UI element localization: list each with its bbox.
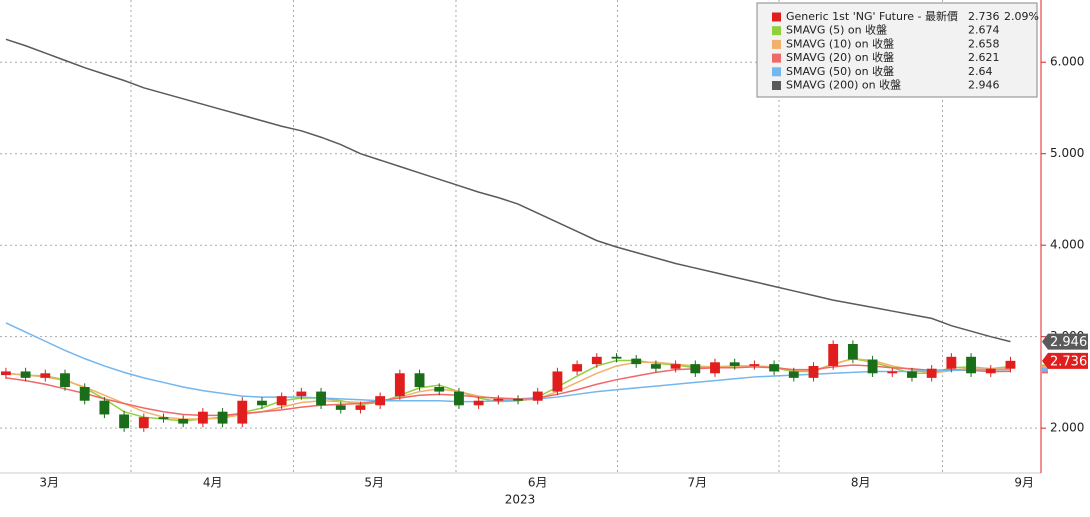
legend-value: 2.621 [968, 51, 1000, 64]
legend-value: 2.64 [968, 65, 993, 78]
candle-body [887, 371, 898, 374]
x-tick-label: 5月 [364, 476, 384, 490]
candle-body [631, 358, 642, 365]
legend-value: 2.736 [968, 10, 1000, 23]
legend-value: 2.658 [968, 37, 1000, 50]
x-tick-label: 7月 [687, 476, 707, 490]
candle-body [20, 371, 31, 378]
legend-value: 2.674 [968, 24, 1000, 37]
x-tick-label: 8月 [851, 476, 871, 490]
legend-swatch [772, 26, 781, 36]
last-value-stub [1042, 367, 1048, 372]
candle-body [158, 417, 169, 420]
marks [0, 38, 1016, 432]
candle-body [119, 414, 130, 429]
legend-label: SMAVG (10) on 收盤 [786, 36, 894, 50]
sma-line [5, 364, 1011, 417]
candle-body [178, 419, 189, 424]
candle-body [316, 391, 326, 406]
candle-body [414, 373, 425, 387]
candle-body [197, 411, 208, 424]
x-tick-label: 3月 [39, 476, 59, 490]
candle-body [0, 371, 11, 376]
legend-label: SMAVG (5) on 收盤 [786, 23, 887, 37]
candle-body [907, 371, 917, 378]
candle-body [355, 405, 366, 410]
legend: Generic 1st 'NG' Future - 最新價 2.736 2.09% S… [756, 2, 1039, 98]
legend-swatch [772, 67, 781, 77]
candle-body [138, 417, 149, 429]
candle-body [532, 391, 543, 401]
candle-body [591, 356, 602, 365]
candle-body [611, 356, 622, 359]
candle-body [690, 364, 701, 374]
legend-label: Generic 1st 'NG' Future - 最新價 [786, 9, 958, 23]
y-tick-label: 6.000 [1050, 55, 1084, 69]
candle-body [946, 356, 957, 369]
candle-body [966, 356, 976, 374]
candle-body [473, 400, 484, 406]
candle-body [454, 391, 464, 406]
candle-body [710, 362, 720, 374]
y-tick-label: 5.000 [1050, 146, 1084, 160]
candle-body [217, 411, 228, 424]
last-value-tag [1042, 352, 1088, 369]
candle-body [99, 400, 110, 415]
candle-body [769, 364, 780, 372]
candle-body [375, 396, 386, 406]
legend-box [756, 2, 1038, 98]
x-axis-label: 2023 [505, 493, 536, 507]
x-tick-label: 9月 [1014, 476, 1034, 490]
y-tick-label: 2.000 [1050, 421, 1084, 435]
legend-swatch [772, 81, 781, 90]
candle-body [828, 344, 839, 366]
legend-label: SMAVG (200) on 收盤 [786, 78, 901, 92]
candle-body [60, 373, 70, 387]
candle-body [788, 371, 799, 378]
candle-body [670, 364, 681, 369]
candle-body [650, 364, 661, 369]
candle-body [572, 364, 583, 372]
candle-body [847, 344, 858, 360]
candle-body [985, 368, 996, 374]
candle-body [79, 387, 90, 401]
candle-body [552, 371, 563, 392]
candle-body [729, 362, 740, 366]
axis-labels: 2.0003.0004.0005.0006.0003月4月5月6月7月8月9月2… [39, 55, 1088, 490]
candle-body [1005, 360, 1016, 369]
legend-swatch [772, 53, 781, 63]
candle-body [493, 398, 504, 401]
last-value-label: 2.946 [1050, 335, 1087, 350]
last-value-label: 2.736 [1050, 354, 1087, 369]
legend-label: SMAVG (20) on 收盤 [786, 50, 894, 64]
legend-value: 2.946 [968, 79, 1000, 92]
candle-body [867, 359, 878, 374]
candle-body [335, 405, 346, 410]
sma-line [5, 38, 1011, 343]
candle-body [513, 398, 523, 401]
legend-change: 2.09% [1004, 10, 1039, 23]
last-value-tag [1042, 333, 1088, 350]
candle-body [276, 396, 287, 406]
legend-label: SMAVG (50) on 收盤 [786, 64, 894, 78]
sma-line [5, 322, 1011, 403]
candle-body [40, 373, 51, 378]
candle-body [808, 365, 819, 378]
candle-body [237, 400, 248, 424]
candle-body [296, 391, 307, 397]
y-tick-label: 4.000 [1050, 238, 1084, 252]
candle-body [926, 368, 937, 378]
candle-body [394, 373, 405, 397]
candle-body [749, 364, 760, 366]
x-tick-label: 4月 [203, 476, 223, 490]
x-tick-label: 6月 [528, 476, 548, 490]
legend-swatch [772, 39, 781, 49]
candle-body [257, 400, 267, 406]
legend-swatch [772, 12, 781, 22]
candle-body [434, 387, 445, 392]
